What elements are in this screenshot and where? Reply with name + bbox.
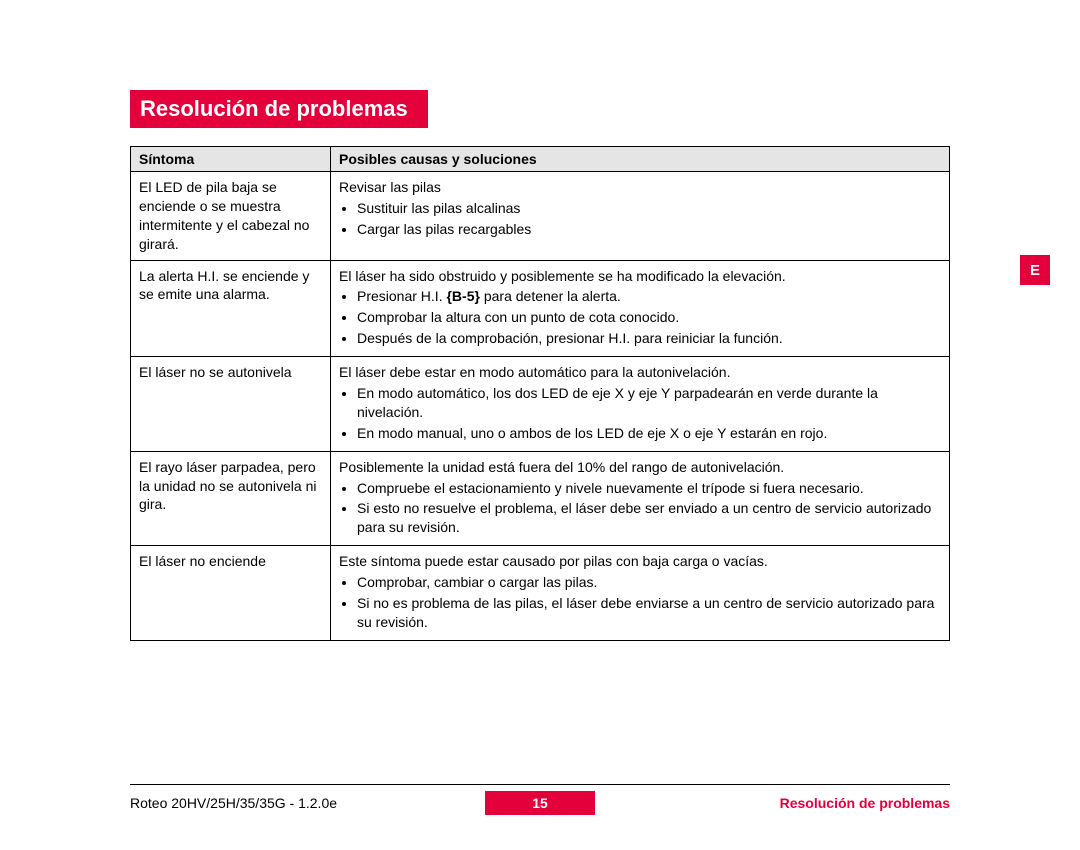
solution-bullet: Presionar H.I. {B-5} para detener la ale… xyxy=(357,287,941,306)
solution-bullet: Sustituir las pilas alcalinas xyxy=(357,199,941,218)
solution-bullet: Si esto no resuelve el problema, el láse… xyxy=(357,499,941,537)
troubleshooting-table: Síntoma Posibles causas y soluciones El … xyxy=(130,146,950,641)
solution-intro: Posiblemente la unidad está fuera del 10… xyxy=(339,458,941,477)
solution-bullet: Comprobar la altura con un punto de cota… xyxy=(357,308,941,327)
solution-bullet: Comprobar, cambiar o cargar las pilas. xyxy=(357,573,941,592)
solution-bullet-list: Compruebe el estacionamiento y nivele nu… xyxy=(339,479,941,538)
footer-page-number: 15 xyxy=(485,791,595,815)
col-header-symptom: Síntoma xyxy=(131,147,331,172)
symptom-cell: El láser no enciende xyxy=(131,546,331,641)
solution-cell: Posiblemente la unidad está fuera del 10… xyxy=(331,451,950,546)
solution-bullet: En modo manual, uno o ambos de los LED d… xyxy=(357,424,941,443)
symptom-cell: El LED de pila baja se enciende o se mue… xyxy=(131,172,331,261)
footer-section-title: Resolución de problemas xyxy=(595,795,950,811)
table-row: El láser no se autonivela El láser debe e… xyxy=(131,357,950,452)
solution-bullet-list: En modo automático, los dos LED de eje X… xyxy=(339,384,941,443)
col-header-solutions: Posibles causas y soluciones xyxy=(331,147,950,172)
solution-bullet: Si no es problema de las pilas, el láser… xyxy=(357,594,941,632)
page-title: Resolución de problemas xyxy=(130,90,428,128)
page-footer: Roteo 20HV/25H/35/35G - 1.2.0e 15 Resolu… xyxy=(130,784,950,815)
solution-bullet: Compruebe el estacionamiento y nivele nu… xyxy=(357,479,941,498)
table-row: El LED de pila baja se enciende o se mue… xyxy=(131,172,950,261)
solution-cell: Este síntoma puede estar causado por pil… xyxy=(331,546,950,641)
bold-ref: {B-5} xyxy=(446,288,479,304)
symptom-cell: La alerta H.I. se enciende y se emite un… xyxy=(131,260,331,357)
symptom-cell: El láser no se autonivela xyxy=(131,357,331,452)
solution-bullet-list: Sustituir las pilas alcalinas Cargar las … xyxy=(339,199,941,239)
solution-cell: El láser debe estar en modo automático p… xyxy=(331,357,950,452)
solution-intro: El láser debe estar en modo automático p… xyxy=(339,363,941,382)
solution-cell: Revisar las pilas Sustituir las pilas alc… xyxy=(331,172,950,261)
solution-bullet-list: Presionar H.I. {B-5} para detener la ale… xyxy=(339,287,941,348)
solution-intro: Este síntoma puede estar causado por pil… xyxy=(339,552,941,571)
language-tab: E xyxy=(1020,255,1050,285)
table-row: El rayo láser parpadea, pero la unidad n… xyxy=(131,451,950,546)
solution-intro: El láser ha sido obstruido y posiblement… xyxy=(339,267,941,286)
solution-bullet-list: Comprobar, cambiar o cargar las pilas. Si… xyxy=(339,573,941,632)
solution-bullet: En modo automático, los dos LED de eje X… xyxy=(357,384,941,422)
solution-cell: El láser ha sido obstruido y posiblement… xyxy=(331,260,950,357)
table-row: El láser no enciende Este síntoma puede e… xyxy=(131,546,950,641)
symptom-cell: El rayo láser parpadea, pero la unidad n… xyxy=(131,451,331,546)
solution-intro: Revisar las pilas xyxy=(339,178,941,197)
table-row: La alerta H.I. se enciende y se emite un… xyxy=(131,260,950,357)
solution-bullet: Después de la comprobación, presionar H.… xyxy=(357,329,941,348)
solution-bullet: Cargar las pilas recargables xyxy=(357,220,941,239)
footer-product: Roteo 20HV/25H/35/35G - 1.2.0e xyxy=(130,795,485,811)
